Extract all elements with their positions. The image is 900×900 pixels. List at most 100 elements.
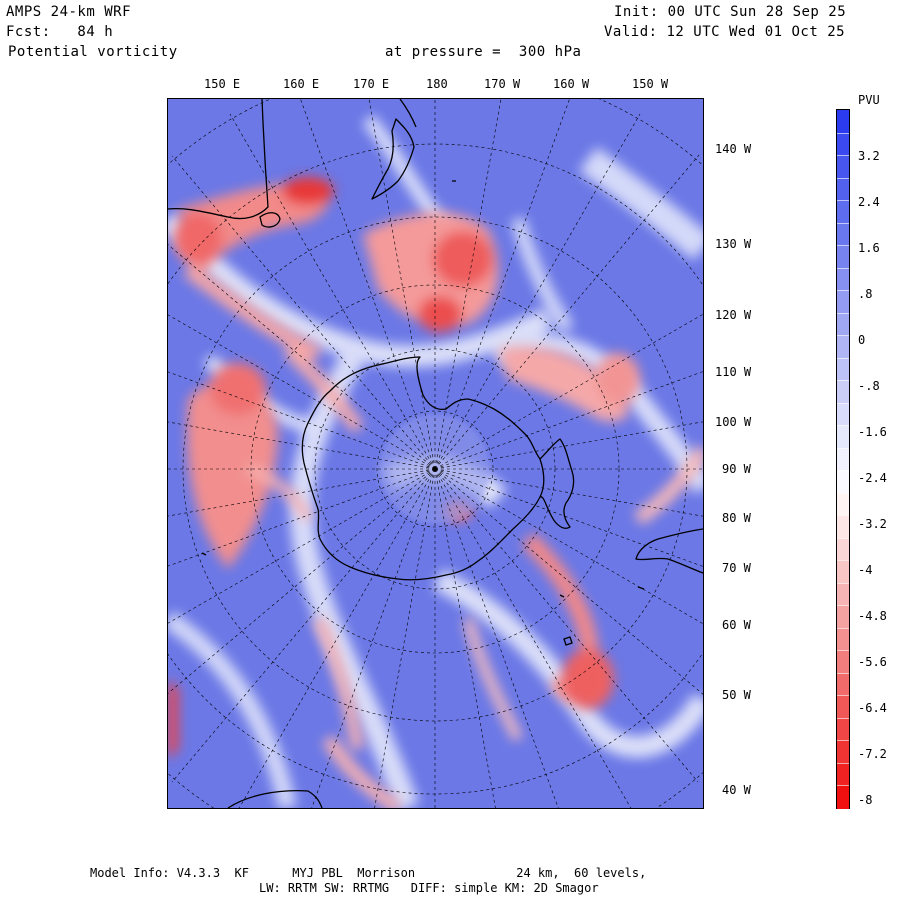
tasmania-coastline: [259, 212, 281, 228]
new-zealand-north-island: [399, 99, 417, 128]
meridian-150w: [434, 113, 641, 470]
top-lon-label-160w: 160 W: [553, 77, 590, 91]
africa-tip-coastline: [227, 789, 323, 808]
colorbar-label-.8: .8: [858, 287, 873, 301]
colorbar-label--7.2: -7.2: [858, 747, 887, 761]
right-lon-label-120w: 120 W: [715, 308, 752, 322]
model-info-line2: LW: RRTM SW: RRTMG DIFF: simple KM: 2D S…: [259, 881, 599, 895]
colorbar-unit: PVU: [858, 93, 880, 107]
model-title: AMPS 24-km WRF: [6, 4, 132, 20]
latitude-circle-60s: [250, 284, 620, 654]
new-zealand-south-island: [371, 118, 415, 200]
colorbar-segment: [837, 312, 849, 337]
colorbar-segment: [837, 537, 849, 562]
colorbar-segment: [837, 717, 849, 742]
right-lon-label-50w: 50 W: [722, 688, 751, 702]
colorbar-label--3.2: -3.2: [858, 517, 887, 531]
colorbar-segment: [837, 200, 849, 225]
coastlines: [168, 99, 703, 808]
meridian-40e: [168, 468, 436, 694]
colorbar-segment: [837, 470, 849, 495]
colorbar-label--.8: -.8: [858, 379, 880, 393]
antarctic-peninsula-coastline: [539, 438, 575, 529]
meridian-150e: [300, 99, 436, 470]
meridian-30e: [171, 468, 436, 783]
meridian-20e: [238, 468, 436, 808]
colorbar-segment: [837, 425, 849, 450]
meridian-0: [374, 468, 436, 808]
meridian-130e: [171, 155, 436, 470]
meridian-120e: [168, 244, 436, 470]
top-lon-label-150e: 150 E: [204, 77, 241, 91]
meridian-80w: [434, 468, 703, 567]
meridian-20w: [434, 468, 496, 808]
colorbar-segment: [837, 402, 849, 427]
meridian-60e: [168, 468, 436, 567]
right-lon-label-100w: 100 W: [715, 415, 752, 429]
colorbar-segment: [837, 357, 849, 382]
meridian-160e: [368, 99, 436, 470]
colorbar-segment: [837, 695, 849, 720]
colorbar-label--1.6: -1.6: [858, 425, 887, 439]
colorbar-segment: [837, 110, 849, 134]
meridian-10e: [311, 468, 436, 808]
colorbar-segment: [837, 245, 849, 270]
colorbar-segment: [837, 515, 849, 540]
init-time: Init: 00 UTC Sun 28 Sep 25: [614, 4, 847, 20]
meridian-40w: [434, 468, 632, 808]
meridian-170w: [434, 99, 502, 470]
colorbar-label--4: -4: [858, 563, 873, 577]
negative-pv-regions: [168, 177, 703, 808]
meridian-140e: [229, 113, 436, 470]
meridian-120w: [434, 371, 703, 470]
colorbar-segment: [837, 740, 849, 765]
right-lon-label-40w: 40 W: [722, 783, 751, 797]
colorbar-segment: [837, 605, 849, 630]
colorbar-segment: [837, 155, 849, 180]
colorbar-segment: [837, 290, 849, 315]
colorbar-segment: [837, 380, 849, 405]
valid-time: Valid: 12 UTC Wed 01 Oct 25: [604, 24, 846, 40]
colorbar-segment: [837, 132, 849, 157]
colorbar-segment: [837, 267, 849, 292]
colorbar-label-0: 0: [858, 333, 866, 347]
top-lon-label-170w: 170 W: [484, 77, 521, 91]
meridian-110w: [434, 421, 703, 470]
right-lon-label-60w: 60 W: [722, 618, 751, 632]
pv-field-svg: [168, 99, 703, 808]
latitude-circle-80s: [376, 410, 494, 528]
meridian-110e: [168, 314, 436, 470]
right-lon-label-110w: 110 W: [715, 365, 752, 379]
meridian-160w: [434, 99, 570, 470]
south-america-coastline: [635, 528, 703, 574]
top-lon-label-160e: 160 E: [283, 77, 320, 91]
meridian-70w: [434, 468, 703, 625]
right-lon-label-70w: 70 W: [722, 561, 751, 575]
graticule: [168, 99, 703, 808]
pv-map-panel[interactable]: [167, 98, 704, 809]
field-name: Potential vorticity: [8, 44, 178, 60]
top-lon-label-170e: 170 E: [353, 77, 390, 91]
australia-coastline: [168, 99, 269, 220]
colorbar-segment: [837, 560, 849, 585]
meridian-100e: [168, 371, 436, 470]
colorbar-label--8: -8: [858, 793, 873, 807]
colorbar-segment: [837, 672, 849, 697]
colorbar-label--5.6: -5.6: [858, 655, 887, 669]
meridian-140w: [434, 154, 700, 470]
model-info-line1: Model Info: V4.3.3 KF MYJ PBL Morrison 2…: [90, 866, 647, 880]
forecast-hour: Fcst: 84 h: [6, 24, 114, 40]
colorbar-label-2.4: 2.4: [858, 195, 880, 209]
colorbar-segment: [837, 627, 849, 652]
top-lon-label-180: 180: [426, 77, 448, 91]
colorbar-label--2.4: -2.4: [858, 471, 887, 485]
right-lon-label-80w: 80 W: [722, 511, 751, 525]
colorbar-label-3.2: 3.2: [858, 149, 880, 163]
meridian-130w: [434, 313, 703, 470]
colorbar-segment: [837, 335, 849, 360]
meridian-60w: [434, 468, 703, 695]
meridian-90e: [168, 421, 436, 470]
colorbar-segment: [837, 177, 849, 202]
top-lon-label-150w: 150 W: [632, 77, 669, 91]
colorbar: [836, 109, 850, 810]
